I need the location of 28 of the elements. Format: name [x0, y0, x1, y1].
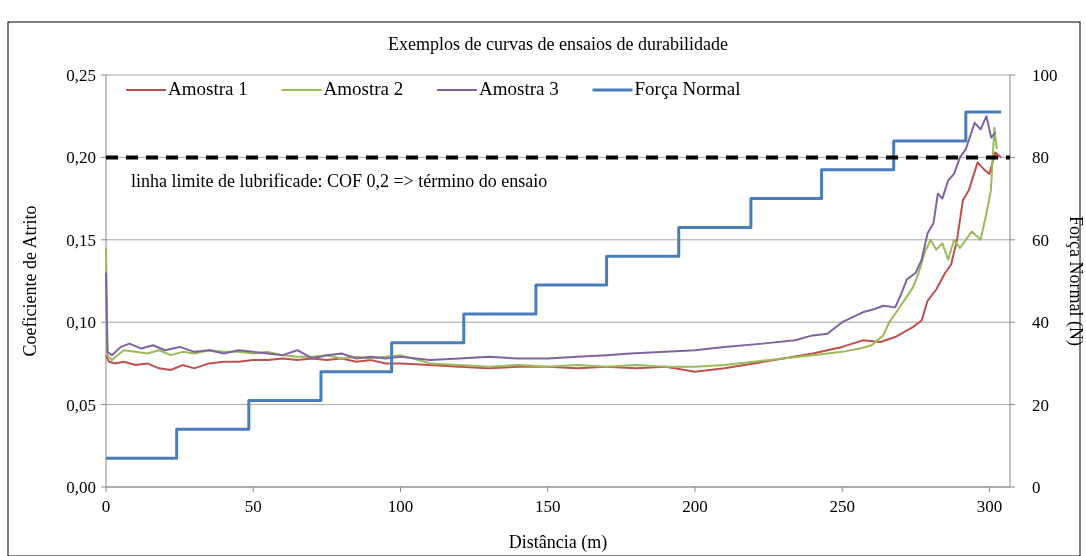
y-tick-label: 0,20 [66, 148, 96, 168]
x-tick-label: 50 [244, 497, 262, 516]
y2-tick-label: 40 [1032, 313, 1049, 333]
y2-tick-label: 0 [1032, 478, 1041, 497]
y-tick-label: 0,25 [66, 66, 96, 85]
legend-label: Amostra 3 [479, 78, 559, 99]
y-tick-label: 0,10 [66, 313, 96, 333]
x-tick-label: 100 [387, 497, 414, 516]
x-tick-label: 300 [976, 497, 1003, 516]
y-tick-label: 0,15 [66, 230, 96, 250]
x-axis-title: Distância (m) [508, 532, 608, 553]
y2-tick-label: 60 [1032, 230, 1049, 250]
y2-tick-label: 100 [1032, 66, 1058, 85]
x-tick-label: 200 [682, 497, 708, 516]
y2-tick-label: 20 [1032, 395, 1049, 415]
x-tick-label: 250 [829, 497, 855, 516]
x-tick-label: 150 [534, 497, 561, 516]
y-tick-label: 0,00 [66, 478, 96, 497]
y-tick-label: 0,05 [66, 395, 96, 415]
chart-title: Exemplos de curvas de ensaios de durabilidade [388, 34, 728, 54]
x-tick-label: 0 [101, 497, 111, 516]
legend-label: Amostra 1 [168, 78, 248, 99]
legend-label: Amostra 2 [323, 78, 404, 99]
y2-tick-label: 80 [1032, 148, 1049, 168]
y2-axis-title: Força Normal (N) [1065, 216, 1086, 346]
ref-line-label: linha limite de lubrificade: COF 0,2 => término do ensaio [131, 171, 548, 192]
y-axis-title: Coeficiente de Atrito [20, 205, 40, 357]
legend-label: Força Normal [634, 78, 741, 99]
